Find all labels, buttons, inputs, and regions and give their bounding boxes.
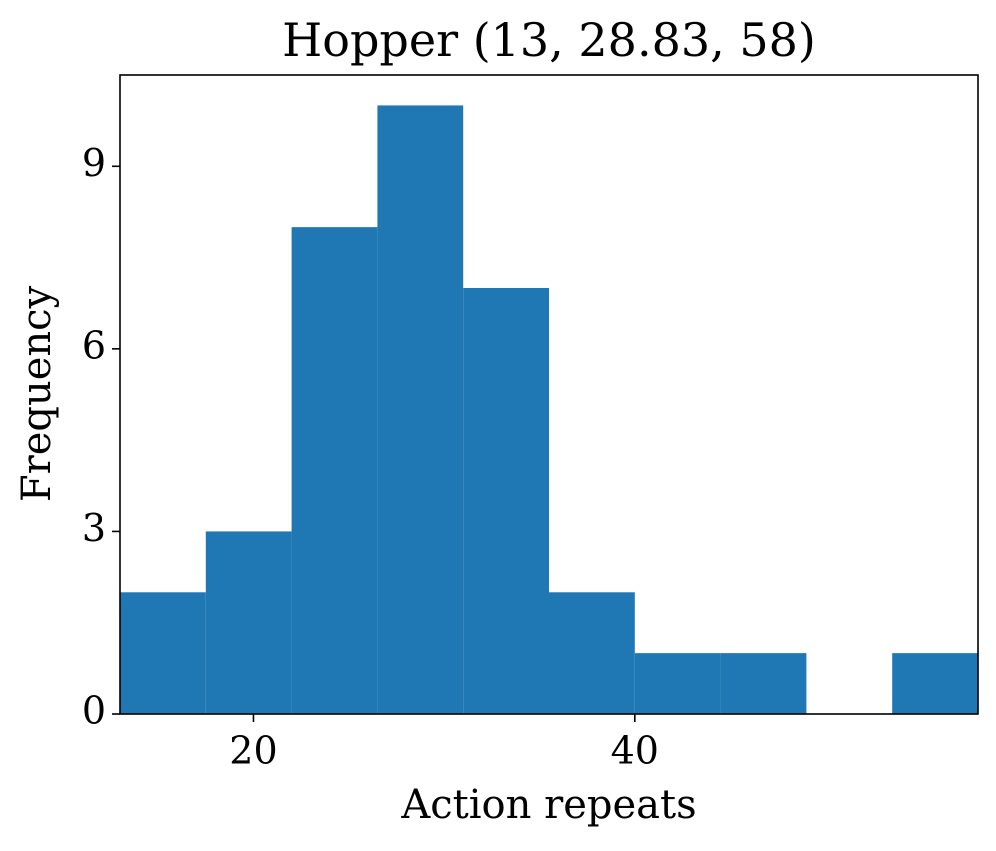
bar (205, 531, 292, 714)
x-axis-label: Action repeats (400, 782, 696, 828)
plot-frame (119, 74, 979, 715)
bar (291, 227, 378, 714)
x-tick-label: 40 (611, 729, 659, 773)
bar (463, 288, 549, 714)
y-tick-label: 0 (82, 689, 106, 733)
bar (549, 592, 635, 714)
y-tick-label: 9 (82, 141, 106, 185)
bar (634, 653, 721, 714)
y-tick-label: 3 (82, 506, 106, 550)
bar (720, 653, 807, 714)
x-tick-label: 20 (229, 729, 277, 773)
bar (377, 105, 464, 714)
chart-title: Hopper (13, 28.83, 58) (282, 13, 816, 67)
y-axis-label: Frequency (14, 285, 60, 502)
bar (892, 653, 978, 714)
bar (120, 592, 206, 714)
y-tick-label: 6 (82, 323, 106, 367)
